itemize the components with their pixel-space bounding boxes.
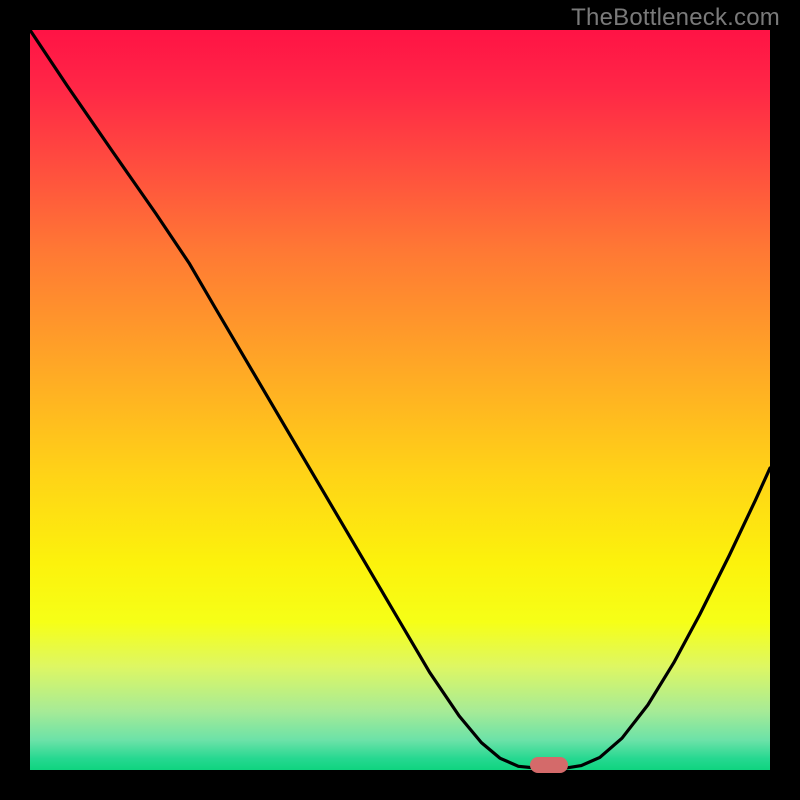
chart-area [30, 30, 770, 770]
optimal-point-marker [530, 757, 568, 773]
watermark-text: TheBottleneck.com [571, 4, 780, 32]
bottleneck-curve [30, 30, 770, 770]
